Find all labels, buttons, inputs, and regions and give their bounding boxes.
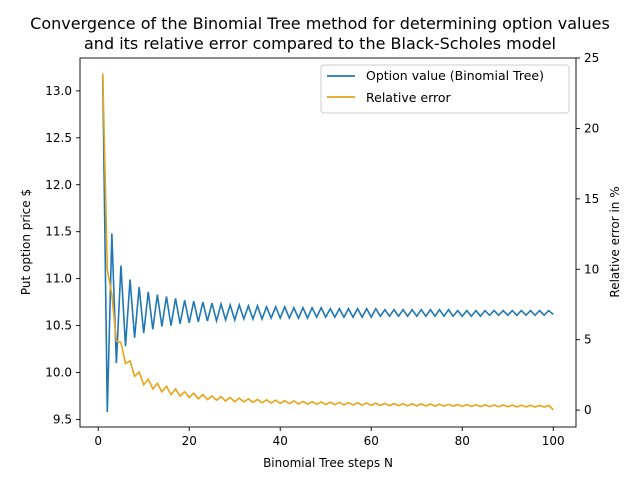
left-y-tick-label: 11.5 [45,225,72,239]
right-y-axis-ticks: 0 5 10 15 20 25 [576,51,599,417]
chart-title-line1: Convergence of the Binomial Tree method … [30,14,610,33]
x-tick-label: 20 [182,434,197,448]
x-axis-label: Binomial Tree steps N [263,456,393,470]
left-y-axis-ticks: 9.5 10.0 10.5 11.0 11.5 12.0 12.5 13.0 [45,84,80,426]
right-y-tick-label: 5 [584,333,592,347]
x-tick-label: 80 [455,434,470,448]
series-layer [101,73,554,413]
series-line-relative-error [101,73,554,411]
chart-title-line2: and its relative error compared to the B… [84,34,556,53]
legend-box [320,64,570,114]
right-y-tick-label: 25 [584,51,599,65]
right-y-tick-label: 20 [584,121,599,135]
series-line-option-value [101,75,554,413]
left-y-tick-label: 9.5 [53,412,72,426]
left-y-axis-label: Put option price $ [19,189,33,295]
left-y-tick-label: 12.5 [45,131,72,145]
left-y-tick-label: 13.0 [45,84,72,98]
left-y-tick-label: 10.5 [45,319,72,333]
plot-frame [79,57,577,428]
x-tick-label: 40 [273,434,288,448]
x-tick-label: 0 [94,434,102,448]
legend-label-relative-error: Relative error [366,90,452,105]
legend-label-option-value: Option value (Binomial Tree) [366,68,544,83]
right-y-axis-label: Relative error in % [608,186,622,297]
x-axis-ticks: 0 20 40 60 80 100 [94,427,565,448]
plot-area [80,58,576,427]
right-y-tick-label: 15 [584,192,599,206]
left-y-tick-label: 11.0 [45,272,72,286]
x-tick-label: 100 [542,434,565,448]
left-y-tick-label: 10.0 [45,366,72,380]
right-y-tick-label: 10 [584,262,599,276]
left-y-tick-label: 12.0 [45,178,72,192]
right-y-tick-label: 0 [584,403,592,417]
x-tick-label: 60 [364,434,379,448]
legend: Option value (Binomial Tree) Relative er… [320,64,570,114]
